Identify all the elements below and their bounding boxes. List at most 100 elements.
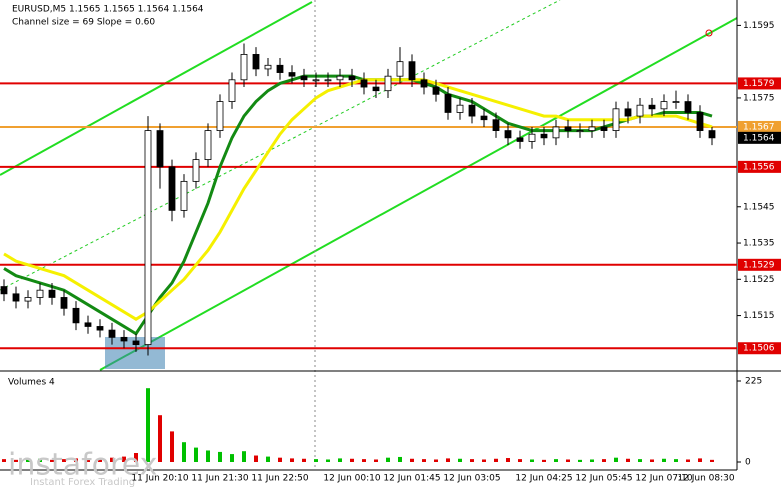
volume-bar <box>566 459 570 462</box>
candle-body <box>120 336 128 342</box>
candle-body <box>516 137 524 142</box>
volume-bar <box>314 459 318 462</box>
candle-body <box>696 112 704 131</box>
volume-bar <box>374 459 378 462</box>
candle-body <box>192 159 200 182</box>
volume-bar <box>254 455 258 462</box>
candle-body <box>24 297 32 302</box>
volume-bar <box>446 458 450 462</box>
volume-bar <box>302 458 306 462</box>
volume-bar <box>590 459 594 462</box>
level-label: 1.1567 <box>743 122 775 132</box>
candle-body <box>12 293 20 302</box>
candle-body <box>600 126 608 131</box>
volume-bar <box>158 415 162 462</box>
candle-body <box>252 54 260 70</box>
volume-bar <box>230 454 234 462</box>
volume-bar <box>134 453 138 462</box>
volume-bar <box>530 459 534 462</box>
candle-body <box>108 329 116 338</box>
candle-body <box>672 101 680 103</box>
x-tick-label: 12 Jun 05:45 <box>575 474 632 484</box>
volume-bar <box>674 459 678 462</box>
candle-body <box>216 101 224 131</box>
candle-body <box>360 79 368 88</box>
x-tick-label: 11 Jun 21:30 <box>191 474 248 484</box>
candle-body <box>36 289 44 298</box>
level-label: 1.1506 <box>743 344 775 354</box>
x-tick-label: 12 Jun 01:45 <box>383 474 440 484</box>
candle-body <box>480 115 488 121</box>
candle-body <box>504 130 512 139</box>
candle-body <box>168 166 176 211</box>
candle-body <box>84 322 92 327</box>
volume-bar <box>554 459 558 462</box>
candle-body <box>48 289 56 298</box>
volume-bar <box>698 458 702 462</box>
watermark: instaforex <box>8 448 157 483</box>
x-tick-label: 12 Jun 03:05 <box>443 474 500 484</box>
candle-body <box>540 133 548 139</box>
candle-body <box>576 130 584 132</box>
volume-bar <box>194 447 198 462</box>
volume-bar <box>338 458 342 462</box>
marker <box>705 29 713 37</box>
channel-lower <box>99 17 738 371</box>
x-tick-label: 11 Jun 22:50 <box>251 474 308 484</box>
volume-bar <box>410 458 414 462</box>
volume-bar <box>122 456 126 462</box>
volume-bar <box>434 459 438 462</box>
volume-bar <box>494 458 498 462</box>
candle-body <box>96 326 104 331</box>
volume-bar <box>482 459 486 462</box>
candle-body <box>288 72 296 77</box>
level-label-bg <box>738 160 781 173</box>
volume-bar <box>98 459 102 462</box>
candle-body <box>420 79 428 88</box>
volume-bar <box>278 457 282 462</box>
candle-body <box>336 75 344 81</box>
candle-body <box>432 86 440 95</box>
volume-bar <box>614 457 618 462</box>
y-tick-label: 1.1595 <box>743 21 775 31</box>
decorations <box>0 0 781 471</box>
level-label-bg <box>738 120 781 133</box>
candle-body <box>492 119 500 131</box>
x-tick-label: 11 Jun 20:10 <box>131 474 188 484</box>
volume-bar <box>362 459 366 462</box>
volume-bar <box>326 459 330 462</box>
volume-bar <box>266 456 270 462</box>
x-tick-label: 12 Jun 04:25 <box>515 474 572 484</box>
candle-body <box>312 79 320 82</box>
level-label: 1.1529 <box>743 260 775 270</box>
volume-bar <box>458 458 462 462</box>
volume-bar <box>62 459 66 462</box>
moving-average <box>3 78 713 321</box>
level-label: 1.1556 <box>743 162 775 172</box>
volume-bar <box>650 459 654 462</box>
volume-bar <box>638 459 642 462</box>
y-tick-label: 1.1545 <box>743 202 775 212</box>
volume-bar <box>26 459 30 462</box>
candle-body <box>0 286 8 295</box>
volume-title: Volumes 4 <box>8 378 55 388</box>
candle-body <box>72 307 80 324</box>
candle-body <box>612 108 620 131</box>
y-tick-label: 1.1535 <box>743 239 775 249</box>
volume-bar <box>110 457 114 462</box>
candle-body <box>384 75 392 92</box>
candle-body <box>552 126 560 139</box>
volume-bar <box>74 458 78 462</box>
y-tick-label: 1.1525 <box>743 275 775 285</box>
volume-bar <box>422 459 426 462</box>
candle-body <box>624 108 632 117</box>
volume-bar <box>182 442 186 462</box>
volume-bar <box>710 459 714 462</box>
candle-body <box>240 54 248 81</box>
candle-body <box>528 133 536 142</box>
candle-body <box>264 64 272 70</box>
candle-body <box>276 64 284 73</box>
volume-bar <box>662 458 666 462</box>
volume-bar <box>290 458 294 462</box>
